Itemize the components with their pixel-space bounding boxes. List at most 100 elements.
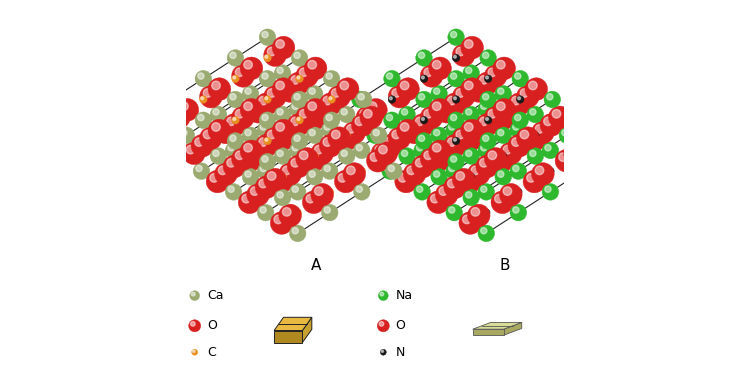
- Circle shape: [495, 127, 512, 144]
- Circle shape: [385, 165, 391, 172]
- Circle shape: [444, 135, 466, 157]
- Circle shape: [296, 75, 303, 82]
- Circle shape: [379, 145, 387, 154]
- Circle shape: [213, 109, 219, 115]
- Circle shape: [294, 126, 302, 133]
- Circle shape: [299, 109, 308, 118]
- Circle shape: [244, 88, 251, 94]
- Circle shape: [416, 144, 423, 151]
- Circle shape: [343, 131, 350, 139]
- Circle shape: [386, 114, 393, 121]
- Circle shape: [299, 151, 308, 160]
- Circle shape: [401, 150, 408, 157]
- Circle shape: [226, 158, 236, 167]
- Circle shape: [291, 76, 299, 84]
- Circle shape: [283, 125, 291, 133]
- Circle shape: [274, 215, 283, 224]
- Circle shape: [196, 165, 202, 172]
- Circle shape: [419, 167, 426, 175]
- Circle shape: [279, 121, 302, 144]
- Circle shape: [452, 86, 475, 108]
- Circle shape: [370, 127, 387, 144]
- Circle shape: [232, 65, 254, 87]
- Circle shape: [530, 150, 536, 157]
- Circle shape: [429, 98, 451, 121]
- Circle shape: [401, 109, 408, 115]
- Circle shape: [448, 154, 464, 170]
- Circle shape: [323, 70, 340, 87]
- Circle shape: [267, 172, 276, 180]
- Circle shape: [290, 184, 306, 200]
- Circle shape: [306, 127, 323, 144]
- Circle shape: [230, 167, 237, 175]
- Circle shape: [513, 207, 519, 213]
- Circle shape: [448, 112, 464, 128]
- Circle shape: [279, 131, 286, 139]
- Circle shape: [429, 57, 451, 80]
- Circle shape: [260, 124, 266, 130]
- Circle shape: [482, 209, 490, 216]
- Circle shape: [547, 93, 553, 100]
- Circle shape: [287, 114, 310, 136]
- Circle shape: [452, 137, 460, 145]
- Circle shape: [448, 29, 464, 46]
- Circle shape: [291, 133, 308, 149]
- Circle shape: [259, 96, 268, 105]
- Circle shape: [493, 57, 515, 80]
- Circle shape: [167, 106, 190, 129]
- Circle shape: [232, 147, 254, 170]
- Circle shape: [276, 81, 284, 90]
- Circle shape: [287, 155, 310, 178]
- Circle shape: [356, 106, 379, 129]
- Circle shape: [276, 40, 284, 48]
- Circle shape: [419, 93, 424, 100]
- Circle shape: [304, 57, 327, 80]
- Circle shape: [485, 117, 488, 120]
- Circle shape: [294, 93, 300, 100]
- Circle shape: [379, 291, 388, 301]
- Circle shape: [290, 142, 306, 159]
- Circle shape: [340, 81, 349, 90]
- Circle shape: [480, 50, 496, 66]
- Circle shape: [459, 129, 482, 151]
- Circle shape: [290, 101, 306, 117]
- Circle shape: [439, 104, 448, 112]
- Circle shape: [386, 73, 393, 79]
- Circle shape: [414, 142, 430, 159]
- Circle shape: [466, 67, 472, 74]
- Circle shape: [544, 144, 551, 151]
- Circle shape: [463, 65, 479, 81]
- Circle shape: [257, 204, 274, 221]
- Circle shape: [270, 212, 293, 234]
- Circle shape: [469, 91, 472, 94]
- Circle shape: [398, 174, 407, 182]
- Circle shape: [577, 165, 584, 172]
- Circle shape: [484, 75, 492, 82]
- Circle shape: [451, 114, 457, 121]
- Circle shape: [485, 76, 488, 79]
- Circle shape: [323, 138, 332, 146]
- Circle shape: [536, 166, 544, 175]
- Circle shape: [513, 124, 519, 130]
- Circle shape: [320, 93, 342, 116]
- Circle shape: [446, 204, 463, 221]
- Circle shape: [435, 142, 458, 165]
- Circle shape: [277, 109, 284, 115]
- Circle shape: [392, 89, 400, 97]
- Circle shape: [264, 168, 286, 191]
- Circle shape: [494, 111, 503, 120]
- Circle shape: [510, 163, 526, 179]
- Circle shape: [304, 98, 327, 121]
- Circle shape: [520, 130, 529, 139]
- Polygon shape: [274, 331, 302, 343]
- Circle shape: [214, 163, 237, 185]
- Circle shape: [260, 70, 276, 87]
- Circle shape: [214, 131, 222, 139]
- Circle shape: [555, 149, 578, 172]
- Circle shape: [448, 138, 456, 146]
- Circle shape: [242, 86, 259, 102]
- Circle shape: [262, 156, 268, 162]
- Circle shape: [274, 132, 283, 141]
- Circle shape: [480, 91, 496, 108]
- Circle shape: [294, 209, 302, 216]
